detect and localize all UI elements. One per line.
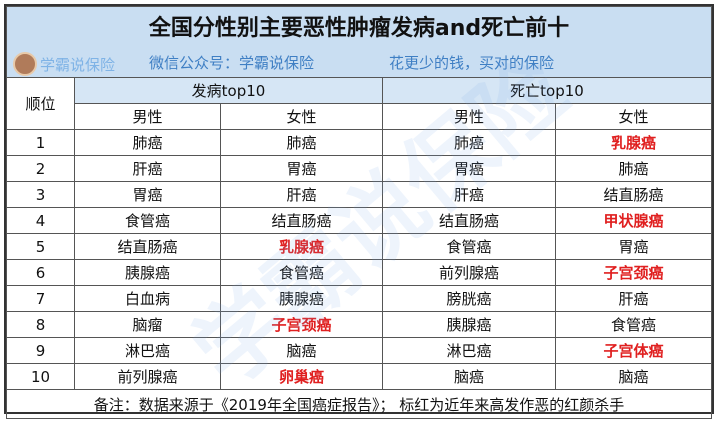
- cell-dea-f: 乳腺癌: [555, 129, 712, 156]
- brand-logo: 学霸说保险: [13, 52, 115, 76]
- cell-rank: 4: [6, 207, 75, 234]
- cell-dea-m: 肝癌: [382, 181, 556, 208]
- cell-dea-f: 子宫体癌: [555, 337, 712, 364]
- header-rank: 顺位: [6, 77, 75, 130]
- slogan: 花更少的钱，买对的保险: [389, 54, 555, 72]
- cell-rank: 7: [6, 285, 75, 312]
- cell-inc-f: 食管癌: [220, 259, 383, 286]
- cell-rank: 2: [6, 155, 75, 182]
- table-row: 7 白血病 胰腺癌 膀胱癌 肝癌: [6, 285, 712, 312]
- cancer-table-card: 全国分性别主要恶性肿瘤发病and死亡前十 学霸说保险 微信公众号：学霸说保险 花…: [4, 4, 714, 419]
- cell-rank: 1: [6, 129, 75, 156]
- cell-dea-m: 脑癌: [382, 363, 556, 390]
- cell-rank: 9: [6, 337, 75, 364]
- footnote: 备注：数据来源于《2019年全国癌症报告》； 标红为近年来高发作恶的红颜杀手: [6, 389, 712, 419]
- cell-inc-f: 结直肠癌: [220, 207, 383, 234]
- cell-dea-f: 甲状腺癌: [555, 207, 712, 234]
- cell-dea-m: 肺癌: [382, 129, 556, 156]
- cell-inc-f: 乳腺癌: [220, 233, 383, 260]
- header-female: 女性: [220, 103, 383, 130]
- table-row: 9 淋巴癌 脑癌 淋巴癌 子宫体癌: [6, 337, 712, 364]
- cell-inc-m: 结直肠癌: [74, 233, 221, 260]
- cell-inc-m: 胃癌: [74, 181, 221, 208]
- cell-rank: 10: [6, 363, 75, 390]
- cell-inc-f: 卵巢癌: [220, 363, 383, 390]
- cell-dea-m: 前列腺癌: [382, 259, 556, 286]
- cell-dea-f: 胃癌: [555, 233, 712, 260]
- table-row: 4 食管癌 结直肠癌 结直肠癌 甲状腺癌: [6, 207, 712, 234]
- page-title: 全国分性别主要恶性肿瘤发病and死亡前十: [6, 6, 712, 44]
- subtitle-bar: 学霸说保险 微信公众号：学霸说保险 花更少的钱，买对的保险: [6, 44, 712, 78]
- wechat-account: 微信公众号：学霸说保险: [149, 54, 315, 72]
- cell-dea-m: 淋巴癌: [382, 337, 556, 364]
- cancer-table: 全国分性别主要恶性肿瘤发病and死亡前十 学霸说保险 微信公众号：学霸说保险 花…: [6, 6, 712, 419]
- cell-dea-f: 肺癌: [555, 155, 712, 182]
- cell-inc-f: 胃癌: [220, 155, 383, 182]
- cell-inc-f: 脑癌: [220, 337, 383, 364]
- cell-dea-f: 结直肠癌: [555, 181, 712, 208]
- cell-dea-m: 膀胱癌: [382, 285, 556, 312]
- cell-dea-f: 子宫颈癌: [555, 259, 712, 286]
- cell-inc-m: 淋巴癌: [74, 337, 221, 364]
- cell-inc-m: 食管癌: [74, 207, 221, 234]
- header-death: 死亡top10: [382, 77, 712, 104]
- cell-inc-m: 胰腺癌: [74, 259, 221, 286]
- cell-inc-m: 白血病: [74, 285, 221, 312]
- table-row: 10 前列腺癌 卵巢癌 脑癌 脑癌: [6, 363, 712, 390]
- cell-dea-m: 胃癌: [382, 155, 556, 182]
- cell-dea-f: 食管癌: [555, 311, 712, 338]
- cell-inc-f: 胰腺癌: [220, 285, 383, 312]
- cell-rank: 8: [6, 311, 75, 338]
- table-row: 2 肝癌 胃癌 胃癌 肺癌: [6, 155, 712, 182]
- cell-dea-m: 结直肠癌: [382, 207, 556, 234]
- cell-inc-f: 肺癌: [220, 129, 383, 156]
- header-male: 男性: [382, 103, 556, 130]
- table-row: 5 结直肠癌 乳腺癌 食管癌 胃癌: [6, 233, 712, 260]
- header-female: 女性: [555, 103, 712, 130]
- cell-dea-f: 肝癌: [555, 285, 712, 312]
- table-row: 6 胰腺癌 食管癌 前列腺癌 子宫颈癌: [6, 259, 712, 286]
- cell-rank: 6: [6, 259, 75, 286]
- table-row: 3 胃癌 肝癌 肝癌 结直肠癌: [6, 181, 712, 208]
- cell-inc-m: 肝癌: [74, 155, 221, 182]
- cell-inc-f: 肝癌: [220, 181, 383, 208]
- header-male: 男性: [74, 103, 221, 130]
- cell-dea-m: 食管癌: [382, 233, 556, 260]
- cell-rank: 5: [6, 233, 75, 260]
- table-row: 8 脑瘤 子宫颈癌 胰腺癌 食管癌: [6, 311, 712, 338]
- cell-inc-f: 子宫颈癌: [220, 311, 383, 338]
- cell-dea-f: 脑癌: [555, 363, 712, 390]
- header-incidence: 发病top10: [74, 77, 383, 104]
- cell-dea-m: 胰腺癌: [382, 311, 556, 338]
- cell-inc-m: 前列腺癌: [74, 363, 221, 390]
- cell-inc-m: 脑瘤: [74, 311, 221, 338]
- cell-rank: 3: [6, 181, 75, 208]
- cell-inc-m: 肺癌: [74, 129, 221, 156]
- table-row: 1 肺癌 肺癌 肺癌 乳腺癌: [6, 129, 712, 156]
- avatar-icon: [13, 52, 37, 76]
